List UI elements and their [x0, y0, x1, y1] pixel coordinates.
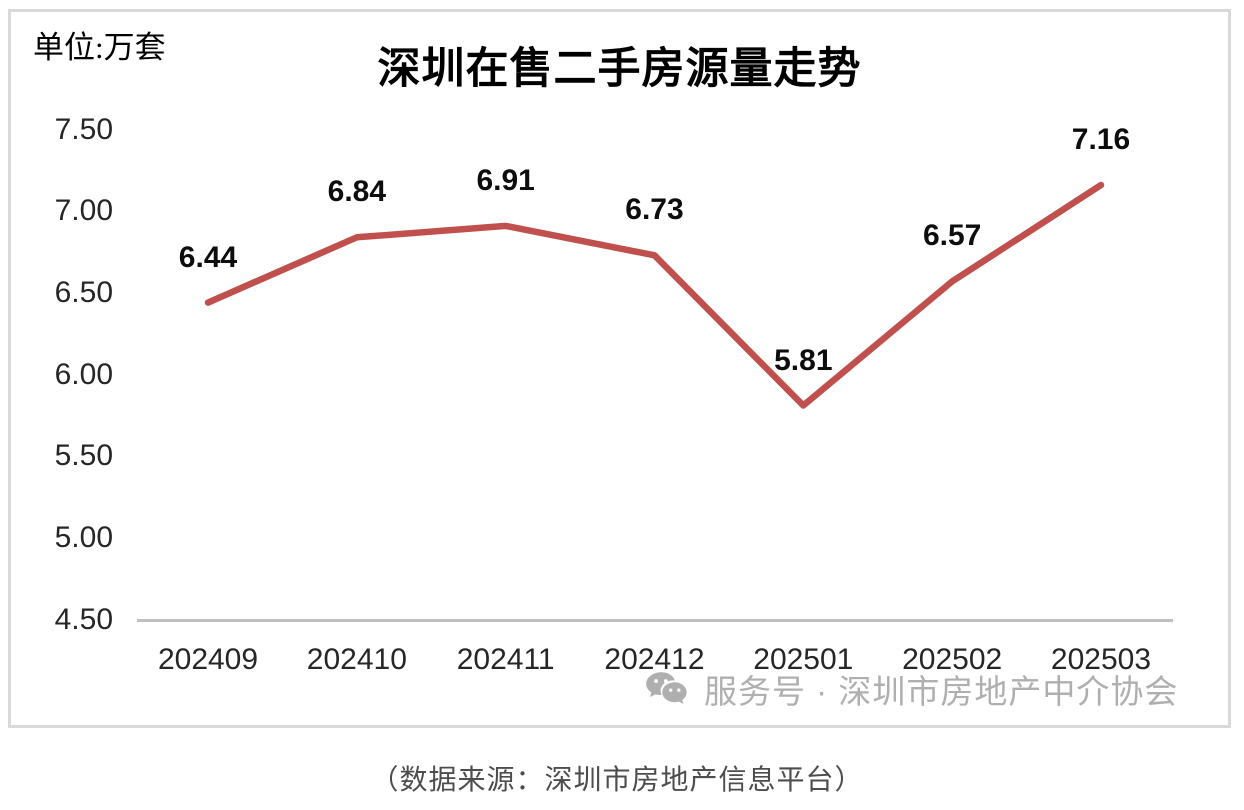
data-point-label: 5.81	[774, 343, 833, 377]
y-axis-tick: 5.00	[54, 520, 113, 554]
wechat-icon	[643, 671, 695, 707]
y-axis-tick: 6.00	[54, 357, 113, 391]
unit-label: 单位:万套	[33, 30, 166, 65]
data-point-label: 7.16	[1071, 123, 1131, 157]
x-axis-tick: 202501	[753, 643, 854, 676]
y-axis-tick: 6.50	[54, 275, 113, 309]
chart-frame: 单位:万套 深圳在售二手房源量走势 7.50 7.00 6.50 6.00 5.50 5.…	[8, 9, 1231, 728]
y-axis-tick: 7.50	[54, 112, 113, 146]
x-axis-tick: 202412	[604, 643, 705, 676]
data-point-label: 6.73	[625, 193, 684, 227]
chart-title: 深圳在售二手房源量走势	[377, 46, 862, 93]
x-axis-tick: 202502	[902, 643, 1003, 676]
watermark-text: 服务号 · 深圳市房地产中介协会	[704, 673, 1179, 710]
source-caption: （数据来源：深圳市房地产信息平台）	[370, 764, 864, 795]
x-axis-tick: 202410	[306, 643, 407, 676]
data-point-label: 6.84	[327, 175, 387, 209]
data-point-label: 6.57	[922, 219, 982, 253]
y-axis-tick: 7.00	[54, 194, 113, 228]
x-axis-tick: 202411	[456, 643, 555, 676]
data-point-label: 6.44	[178, 240, 238, 274]
x-axis-line	[137, 619, 1173, 622]
data-point-label: 6.91	[476, 163, 535, 197]
x-axis-tick: 202503	[1050, 643, 1152, 676]
x-axis-tick: 202409	[157, 643, 259, 676]
watermark: 服务号 · 深圳市房地产中介协会	[643, 665, 1178, 713]
y-axis-tick: 5.50	[54, 439, 113, 473]
y-axis-tick: 4.50	[54, 602, 113, 636]
